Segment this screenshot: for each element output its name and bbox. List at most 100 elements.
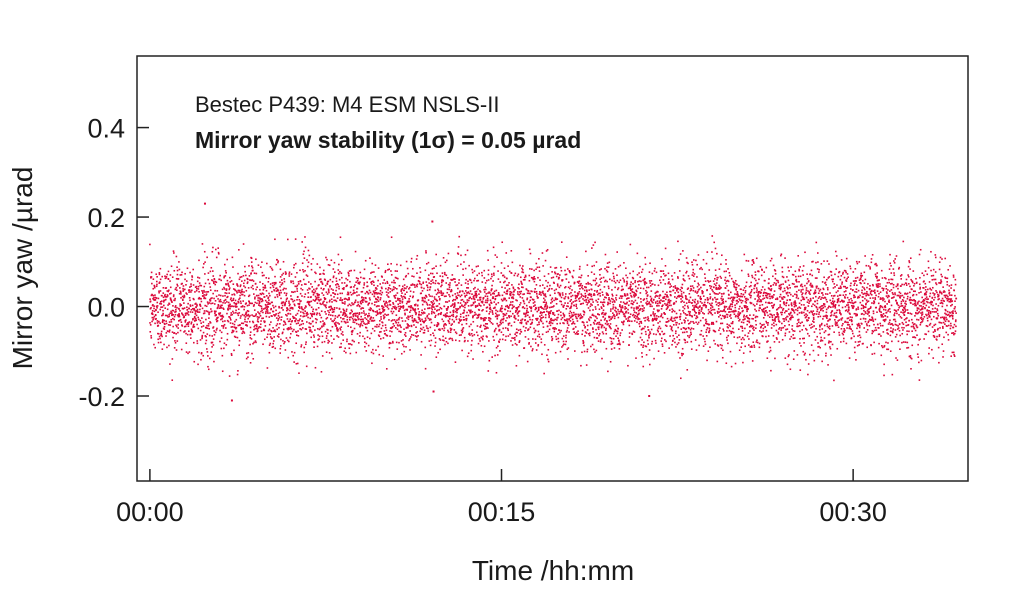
data-point: [559, 284, 562, 287]
data-point: [305, 314, 308, 317]
data-point: [618, 342, 621, 344]
data-point: [650, 343, 653, 345]
data-point: [272, 310, 275, 313]
data-point: [356, 333, 359, 335]
data-point: [384, 304, 386, 306]
data-point: [498, 314, 500, 316]
data-point: [492, 296, 494, 298]
data-point: [272, 330, 275, 332]
data-point: [587, 302, 589, 304]
data-point: [188, 291, 190, 293]
data-point: [553, 314, 556, 316]
data-point: [632, 282, 634, 285]
data-point: [253, 328, 255, 331]
data-point: [251, 302, 254, 305]
data-point: [432, 332, 434, 335]
data-point: [233, 312, 235, 314]
data-point: [204, 335, 207, 337]
data-point: [177, 327, 180, 329]
data-point: [640, 322, 643, 324]
data-point: [373, 295, 376, 298]
data-point: [491, 292, 494, 295]
data-point: [253, 315, 256, 318]
data-point: [251, 266, 254, 269]
data-point: [597, 304, 599, 306]
data-point: [244, 324, 247, 326]
data-point: [543, 344, 546, 346]
data-point: [713, 286, 715, 289]
data-point: [464, 301, 467, 304]
data-point: [290, 327, 293, 330]
data-point: [431, 302, 433, 304]
data-point: [253, 304, 255, 306]
data-point: [624, 306, 626, 308]
data-point: [269, 312, 271, 314]
data-point: [290, 295, 292, 297]
data-point: [329, 285, 331, 287]
data-point: [706, 297, 709, 299]
data-point: [678, 323, 681, 325]
data-point: [666, 291, 668, 294]
data-point: [681, 347, 684, 350]
data-point: [195, 319, 198, 322]
data-point: [190, 283, 192, 285]
data-point: [653, 270, 656, 272]
data-point: [354, 292, 356, 294]
data-point: [691, 308, 694, 311]
data-point: [504, 298, 507, 300]
data-point: [268, 323, 271, 326]
data-point: [450, 305, 452, 308]
data-point: [524, 319, 526, 321]
data-point: [529, 323, 532, 325]
data-point: [487, 279, 490, 281]
data-point: [600, 281, 602, 283]
data-point: [185, 319, 187, 321]
data-point: [314, 295, 317, 298]
data-point: [262, 311, 264, 314]
data-point: [704, 277, 707, 279]
data-point: [177, 315, 180, 318]
data-point: [540, 341, 543, 344]
data-point: [440, 294, 443, 297]
data-point: [555, 328, 557, 330]
data-point: [343, 350, 346, 353]
data-point: [614, 268, 617, 270]
data-point: [526, 314, 529, 317]
data-point: [566, 348, 569, 351]
data-point: [183, 325, 186, 328]
data-point: [394, 270, 397, 272]
data-point: [634, 293, 637, 295]
data-point: [444, 313, 447, 316]
data-point: [549, 312, 552, 315]
data-point: [540, 294, 542, 296]
data-point: [674, 316, 677, 319]
data-point: [424, 300, 426, 303]
data-point: [655, 315, 658, 317]
data-point: [651, 300, 653, 303]
data-point: [166, 294, 169, 296]
data-point: [561, 337, 564, 340]
data-point: [156, 275, 158, 278]
data-point: [409, 290, 412, 293]
data-point: [694, 310, 696, 313]
data-point: [212, 326, 215, 328]
data-point: [371, 293, 374, 296]
data-point: [470, 323, 472, 326]
data-point: [234, 288, 236, 291]
data-point: [471, 297, 473, 300]
data-point: [175, 255, 178, 258]
data-point: [227, 304, 230, 307]
data-point: [532, 315, 534, 317]
data-point: [577, 292, 580, 295]
data-point: [264, 285, 267, 287]
data-point: [328, 311, 330, 314]
data-point: [609, 302, 611, 305]
data-point: [344, 347, 346, 350]
data-point: [538, 321, 540, 324]
data-point: [338, 323, 340, 325]
data-point: [635, 312, 638, 314]
data-point: [493, 330, 496, 333]
data-point: [642, 346, 644, 348]
data-point: [423, 321, 425, 324]
data-point: [325, 291, 328, 294]
